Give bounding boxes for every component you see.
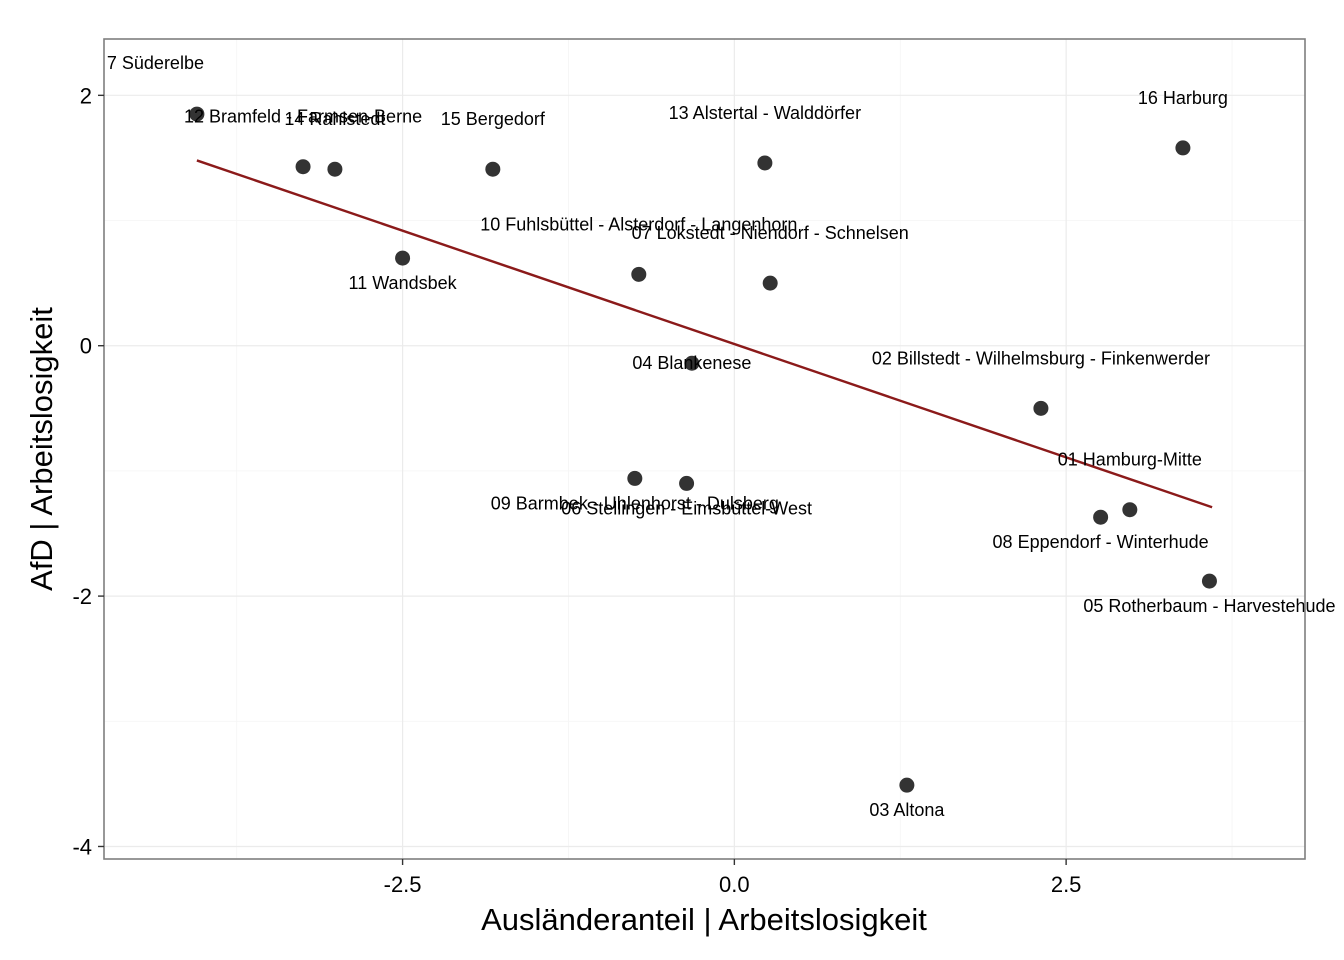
point-label: 16 Harburg xyxy=(1138,88,1228,108)
point-labels-group: 7 Süderelbe 12 Bramfeld - Farmsen-Berne14… xyxy=(107,53,1336,820)
x-tick-label: 0.0 xyxy=(719,872,750,897)
data-point xyxy=(1175,140,1191,156)
points-group xyxy=(189,106,1217,793)
y-axis-title: AfD | Arbeitslosigkeit xyxy=(24,307,59,591)
data-point xyxy=(679,475,695,491)
trend-line-group xyxy=(196,159,1213,509)
point-label: 01 Hamburg-Mitte xyxy=(1058,450,1202,470)
trend-line xyxy=(196,159,1213,509)
data-point xyxy=(1093,509,1109,525)
data-point xyxy=(1033,400,1049,416)
panel-border xyxy=(103,38,1306,860)
point-label: 11 Wandsbek xyxy=(349,273,458,293)
point-label: 09 Barmbek - Uhlenhorst - Dulsberg xyxy=(491,493,779,513)
point-label: 02 Billstedt - Wilhelmsburg - Finkenwerd… xyxy=(872,348,1210,368)
point-label: 10 Fuhlsbüttel - Alsterdorf - Langenhorn xyxy=(480,214,797,234)
y-tick-label: 2 xyxy=(80,83,92,108)
data-point xyxy=(327,161,343,177)
x-tick-label: 2.5 xyxy=(1051,872,1082,897)
point-label: 03 Altona xyxy=(869,800,945,820)
data-point xyxy=(684,355,700,371)
data-point xyxy=(631,266,647,282)
point-label: 13 Alstertal - Walddörfer xyxy=(669,103,861,123)
axes: -2.5 0.0 2.5 -4 -2 0 2 xyxy=(72,83,1081,897)
point-label: 12 Bramfeld - Farmsen-Berne xyxy=(184,107,422,127)
data-point xyxy=(189,106,205,122)
y-tick-label: 0 xyxy=(80,334,92,359)
data-point xyxy=(395,250,411,266)
data-point xyxy=(295,159,311,175)
data-point xyxy=(762,275,778,291)
grid xyxy=(104,39,1305,859)
y-tick-label: -4 xyxy=(72,834,92,859)
x-axis-title: Ausländeranteil | Arbeitslosigkeit xyxy=(481,902,927,937)
x-tick-label: -2.5 xyxy=(384,872,422,897)
point-label: 14 Rahlstedt xyxy=(284,109,385,129)
data-point xyxy=(757,155,773,171)
data-point xyxy=(627,470,643,486)
point-label: 07 Lokstedt - Niendorf - Schnelsen xyxy=(632,223,909,243)
point-label: 05 Rotherbaum - Harvestehude xyxy=(1083,596,1335,616)
data-point xyxy=(485,161,501,177)
point-label: 04 Blankenese xyxy=(632,353,751,373)
data-point xyxy=(1122,502,1138,518)
y-tick-label: -2 xyxy=(72,584,92,609)
point-label: 08 Eppendorf - Winterhude xyxy=(993,532,1209,552)
data-point xyxy=(899,777,915,793)
point-label: 7 Süderelbe xyxy=(107,53,204,73)
data-point xyxy=(1201,573,1217,589)
point-label: 06 Stellingen - Eimsbüttel-West xyxy=(561,498,812,518)
point-label: 15 Bergedorf xyxy=(441,109,546,129)
